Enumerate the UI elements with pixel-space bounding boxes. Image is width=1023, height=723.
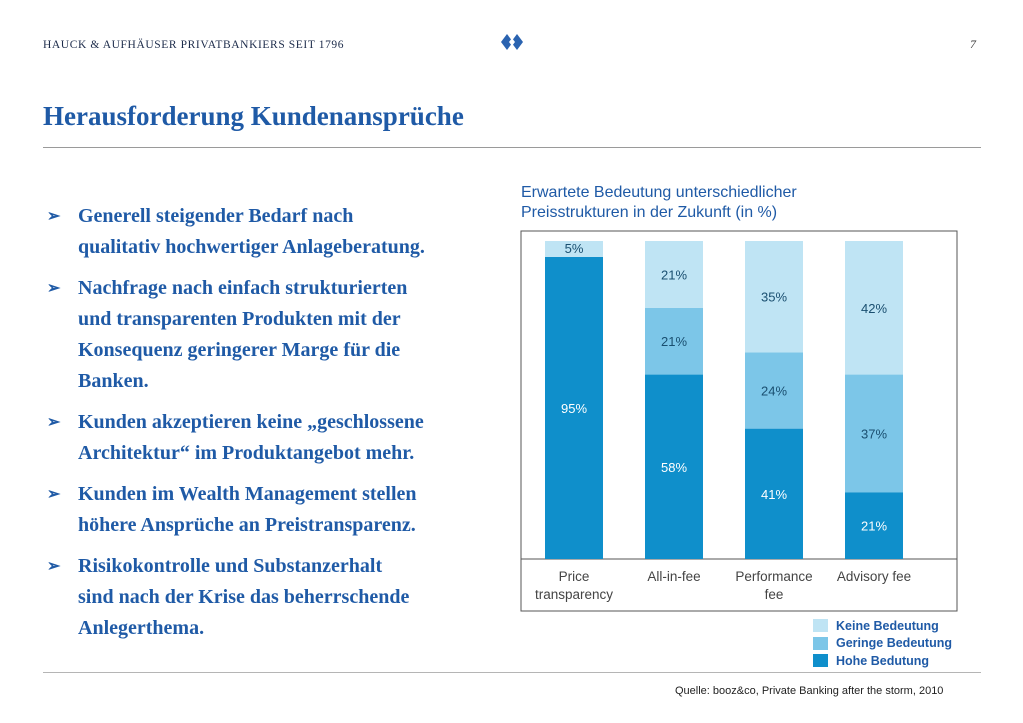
legend-swatch [813, 619, 828, 633]
category-label: All-in-fee [647, 569, 700, 584]
bullet-item: ➢ Kunden akzeptieren keine „geschlossene… [45, 407, 515, 469]
arrow-bullet-icon: ➢ [47, 208, 61, 225]
bullet-text: Generell steigender Bedarf nach qualitat… [78, 205, 425, 258]
stacked-bar-chart: 95% 5% Price transparency 58% 21% 21% All-in-fe… [520, 230, 958, 612]
arrow-bullet-icon: ➢ [47, 486, 61, 503]
data-label: 21% [661, 267, 687, 282]
data-label: 21% [861, 519, 887, 534]
footer-divider [43, 672, 981, 673]
bullet-text: Kunden im Wealth Management stellen höhe… [78, 483, 417, 536]
bar-segment [745, 428, 803, 559]
page-title: Herausforderung Kundenansprüche [43, 101, 464, 131]
data-label: 58% [661, 460, 687, 475]
data-label: 35% [761, 290, 787, 305]
bullet-list: ➢ Generell steigender Bedarf nach qualit… [45, 201, 515, 654]
legend-swatch [813, 636, 828, 650]
category-frame [520, 558, 958, 612]
bullet-text: Nachfrage nach einfach strukturierten un… [78, 277, 408, 392]
bar-segment [645, 307, 703, 375]
data-label: 21% [661, 334, 687, 349]
source-note: Quelle: booz&co, Private Banking after t… [675, 685, 944, 697]
legend-label: Keine Bedeutung [836, 618, 939, 633]
arrow-bullet-icon: ➢ [47, 558, 61, 575]
bar-segment [545, 256, 603, 559]
legend-label: Geringe Bedeutung [836, 636, 952, 651]
data-label: 5% [565, 241, 584, 256]
legend-item: Geringe Bedeutung [813, 635, 952, 653]
bar-segment [645, 241, 703, 308]
title-divider [43, 147, 981, 148]
arrow-bullet-icon: ➢ [47, 280, 61, 297]
legend-item: Keine Bedeutung [813, 617, 952, 635]
bullet-item: ➢ Nachfrage nach einfach strukturierten … [45, 273, 515, 397]
bar-segment [845, 241, 903, 375]
bar-segment [845, 492, 903, 559]
arrow-bullet-icon: ➢ [47, 414, 61, 431]
data-label: 95% [561, 401, 587, 416]
legend-item: Hohe Bedutung [813, 652, 952, 670]
bullet-text: Kunden akzeptieren keine „geschlossene A… [78, 411, 424, 464]
page-number: 7 [970, 37, 976, 51]
chart-title: Erwartete Bedeutung unterschiedlicher Pr… [521, 184, 797, 221]
bullet-text: Risikokontrolle und Substanzerhalt sind … [78, 555, 410, 639]
data-label: 41% [761, 487, 787, 502]
legend-label: Hohe Bedutung [836, 653, 930, 668]
bullet-item: ➢ Kunden im Wealth Management stellen hö… [45, 479, 515, 541]
chart-legend: Keine Bedeutung Geringe Bedeutung Hohe Bed… [813, 617, 952, 670]
bar-segment [545, 241, 603, 257]
data-label: 24% [761, 383, 787, 398]
bar-segment [745, 352, 803, 429]
legend-swatch [813, 654, 828, 668]
bar-segment [745, 241, 803, 353]
data-label: 42% [861, 301, 887, 316]
category-label: Advisory fee [837, 569, 911, 584]
bar-segment [645, 374, 703, 559]
company-header: HAUCK & AUFHÄUSER PRIVATBANKIERS SEIT 17… [43, 39, 345, 51]
diamond-logo-icon [501, 34, 523, 50]
category-label: Performance fee [735, 569, 812, 602]
category-label: Price transparency [535, 569, 613, 602]
bullet-item: ➢ Risikokontrolle und Substanzerhalt sin… [45, 551, 515, 644]
bar-segment [845, 374, 903, 493]
data-label: 37% [861, 426, 887, 441]
bullet-item: ➢ Generell steigender Bedarf nach qualit… [45, 201, 515, 263]
